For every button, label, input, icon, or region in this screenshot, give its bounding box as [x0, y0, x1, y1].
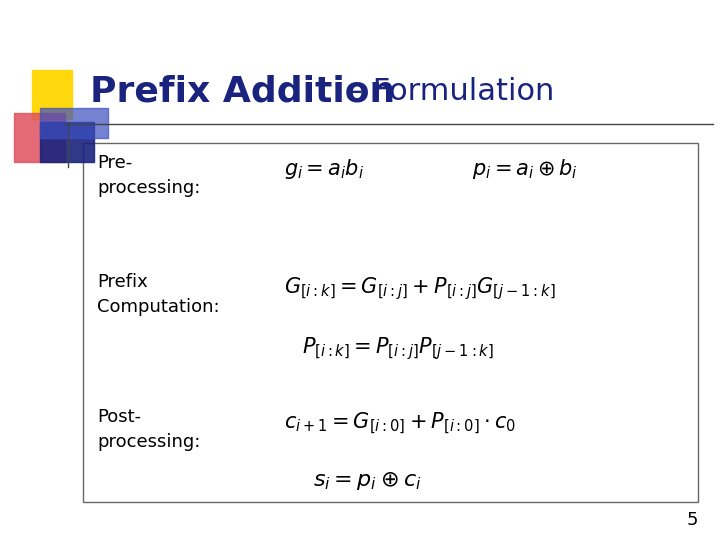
Text: $s_i = p_i \oplus c_i$: $s_i = p_i \oplus c_i$	[313, 470, 422, 492]
Text: Pre-
processing:: Pre- processing:	[97, 154, 201, 197]
Bar	[14, 113, 65, 162]
FancyBboxPatch shape	[83, 143, 698, 502]
Text: Prefix Addition: Prefix Addition	[90, 75, 395, 109]
Bar	[40, 108, 108, 138]
Bar	[40, 122, 94, 162]
Text: Post-
processing:: Post- processing:	[97, 408, 201, 451]
Text: $c_{i+1} = G_{[i:0]} + P_{[i:0]} \cdot c_0$: $c_{i+1} = G_{[i:0]} + P_{[i:0]} \cdot c…	[284, 410, 516, 436]
Text: Prefix
Computation:: Prefix Computation:	[97, 273, 220, 316]
Text: $p_i = a_i \oplus b_i$: $p_i = a_i \oplus b_i$	[472, 157, 577, 180]
Bar	[32, 70, 72, 119]
Text: – Formulation: – Formulation	[338, 77, 555, 106]
Text: $P_{[i:k]} = P_{[i:j]}P_{[j-1:k]}$: $P_{[i:k]} = P_{[i:j]}P_{[j-1:k]}$	[302, 335, 494, 362]
Text: $G_{[i:k]} = G_{[i:j]} + P_{[i:j]}G_{[j-1:k]}$: $G_{[i:k]} = G_{[i:j]} + P_{[i:j]}G_{[j-…	[284, 275, 556, 302]
Text: 5: 5	[687, 511, 698, 529]
Text: $g_i = a_i b_i$: $g_i = a_i b_i$	[284, 157, 364, 180]
